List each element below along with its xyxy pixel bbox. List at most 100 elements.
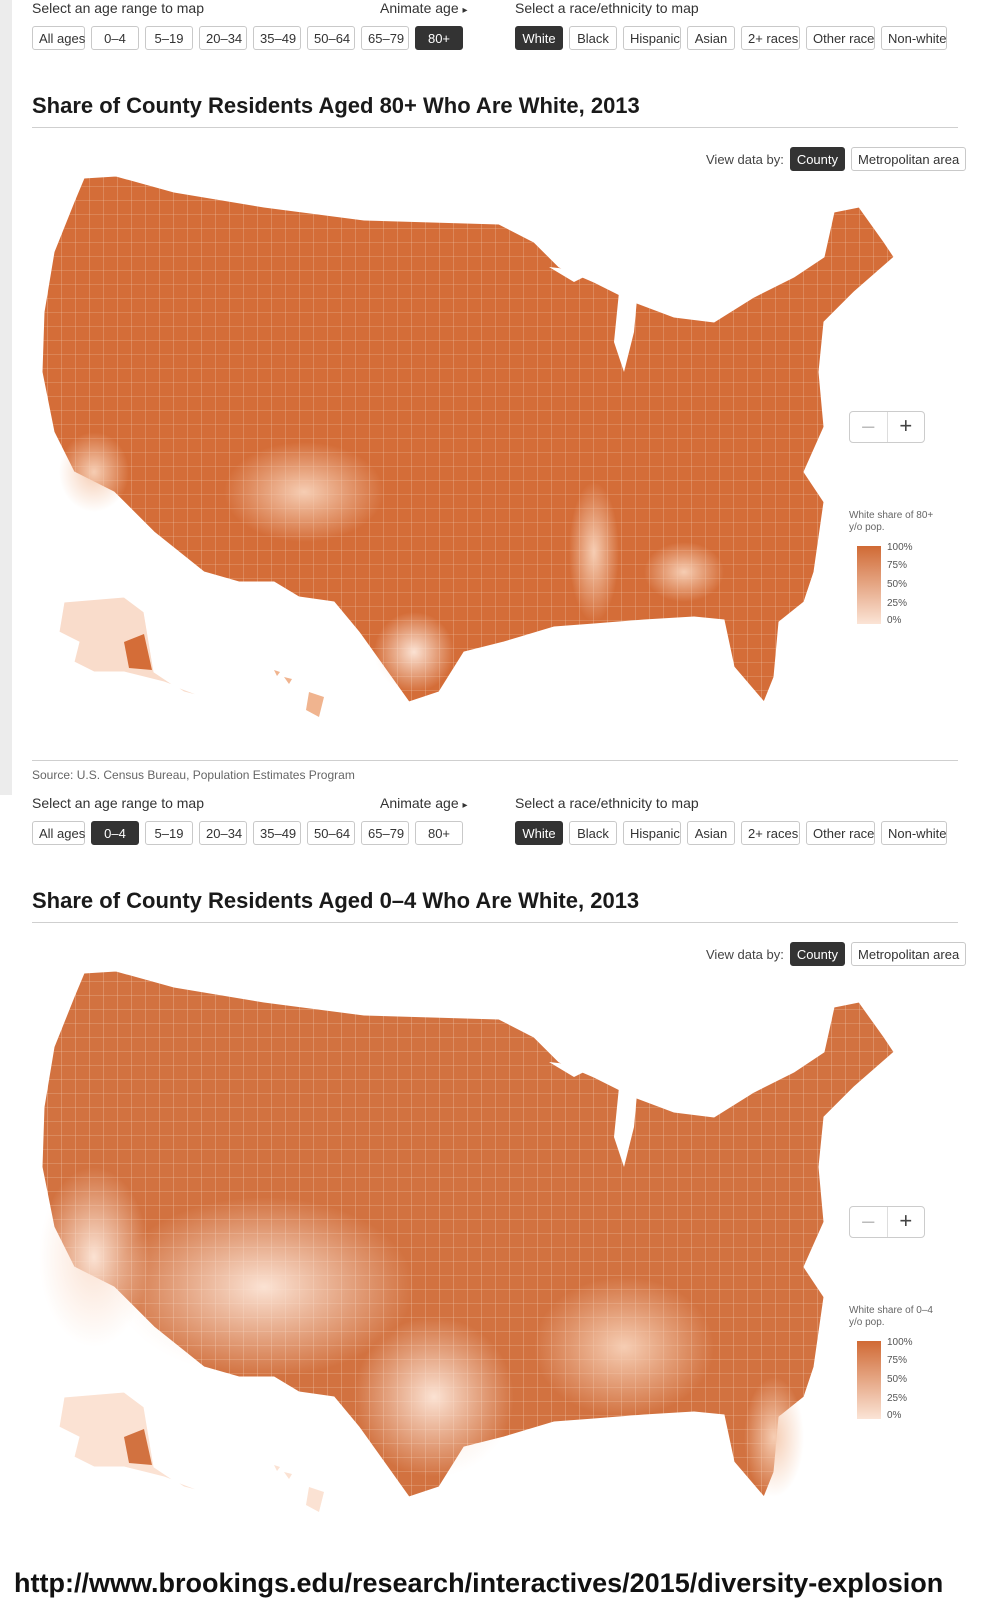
play-arrow-icon: ▸ — [462, 800, 468, 811]
page-left-gutter — [0, 0, 12, 795]
legend-tick-75: 75% — [887, 1355, 908, 1366]
zoom-in-button[interactable]: + — [899, 413, 913, 438]
age-button-5-19[interactable]: 5–19 — [145, 26, 193, 50]
age-button-35-49[interactable]: 35–49 — [253, 821, 301, 845]
animate-age-control[interactable]: Animate age ▸ — [380, 795, 468, 811]
legend-tick-50: 50% — [887, 1374, 908, 1385]
race-button-white[interactable]: White — [515, 26, 563, 50]
zoom-out-button[interactable]: – — [850, 1207, 888, 1237]
us-county-choropleth-map[interactable] — [34, 967, 914, 1517]
alaska[interactable] — [58, 1391, 205, 1493]
race-button-black[interactable]: Black — [569, 821, 617, 845]
hawaii[interactable] — [274, 1465, 324, 1512]
age-button-35-49[interactable]: 35–49 — [253, 26, 301, 50]
race-button-white[interactable]: White — [515, 821, 563, 845]
age-button-0-4[interactable]: 0–4 — [91, 821, 139, 845]
race-button-multiracial[interactable]: 2+ races — [741, 26, 800, 50]
south-texas-light-region — [374, 612, 454, 692]
zoom-control: – + — [849, 411, 925, 443]
color-legend: White share of 0–4 y/o pop. 100% 75% 50%… — [849, 1305, 949, 1425]
legend-gradient — [857, 1341, 881, 1419]
age-button-80plus[interactable]: 80+ — [415, 26, 463, 50]
zoom-out-button[interactable]: – — [850, 412, 888, 442]
age-button-all[interactable]: All ages — [32, 821, 85, 845]
color-legend: White share of 80+ y/o pop. 100% 75% 50%… — [849, 510, 949, 630]
map-panel-0-4: Select an age range to map Animate age ▸… — [0, 795, 982, 1545]
great-lakes — [549, 267, 639, 372]
georgia-light-region — [644, 542, 724, 602]
race-button-other[interactable]: Other race — [806, 26, 875, 50]
race-button-black[interactable]: Black — [569, 26, 617, 50]
florida-light-region — [744, 1377, 804, 1497]
source-note: Source: U.S. Census Bureau, Population E… — [32, 768, 355, 782]
hawaii[interactable] — [274, 670, 324, 717]
animate-age-label: Animate age — [380, 795, 459, 811]
texas-light-region — [354, 1317, 514, 1477]
hawaii-shape[interactable] — [274, 1465, 324, 1512]
animate-age-control[interactable]: Animate age ▸ — [380, 0, 468, 16]
view-by-control: View data by: County Metropolitan area — [706, 147, 967, 171]
great-lakes — [549, 1062, 639, 1167]
race-label: Select a race/ethnicity to map — [515, 0, 699, 16]
race-button-hispanic[interactable]: Hispanic — [623, 26, 681, 50]
delta-light-region — [569, 482, 619, 622]
legend-title: White share of 0–4 y/o pop. — [849, 1305, 933, 1328]
race-button-nonwhite[interactable]: Non-white — [881, 26, 947, 50]
race-label: Select a race/ethnicity to map — [515, 795, 699, 811]
contiguous-us[interactable] — [39, 970, 895, 1498]
title-divider — [32, 127, 958, 128]
alaska[interactable] — [58, 596, 205, 698]
age-button-5-19[interactable]: 5–19 — [145, 821, 193, 845]
legend-tick-50: 50% — [887, 579, 908, 590]
source-url-caption[interactable]: http://www.brookings.edu/research/intera… — [14, 1568, 944, 1598]
view-metro-button[interactable]: Metropolitan area — [851, 942, 967, 966]
panel-bottom-divider — [32, 760, 958, 761]
deep-south-light-region — [534, 1277, 714, 1417]
age-range-label: Select an age range to map — [32, 795, 205, 811]
race-button-nonwhite[interactable]: Non-white — [881, 821, 947, 845]
age-button-group: All ages 0–4 5–19 20–34 35–49 50–64 65–7… — [32, 821, 463, 845]
animate-age-label: Animate age — [380, 0, 459, 16]
view-county-button[interactable]: County — [789, 147, 846, 171]
legend-tick-25: 25% — [887, 598, 908, 609]
legend-tick-0: 0% — [887, 1410, 902, 1421]
lower48-shape[interactable] — [41, 175, 895, 703]
southwest-light-region — [114, 1197, 414, 1377]
age-button-0-4[interactable]: 0–4 — [91, 26, 139, 50]
view-by-label: View data by: — [706, 946, 784, 962]
view-county-button[interactable]: County — [789, 942, 846, 966]
age-button-50-64[interactable]: 50–64 — [307, 821, 355, 845]
age-button-20-34[interactable]: 20–34 — [199, 821, 247, 845]
age-button-80plus[interactable]: 80+ — [415, 821, 463, 845]
map-title: Share of County Residents Aged 0–4 Who A… — [32, 888, 640, 913]
age-range-label: Select an age range to map — [32, 0, 205, 16]
race-button-asian[interactable]: Asian — [687, 26, 735, 50]
age-button-50-64[interactable]: 50–64 — [307, 26, 355, 50]
play-arrow-icon: ▸ — [462, 5, 468, 16]
contiguous-us[interactable] — [41, 175, 895, 703]
race-button-asian[interactable]: Asian — [687, 821, 735, 845]
view-by-control: View data by: County Metropolitan area — [706, 942, 967, 966]
age-button-65-79[interactable]: 65–79 — [361, 821, 409, 845]
legend-tick-100: 100% — [887, 1337, 913, 1348]
age-button-65-79[interactable]: 65–79 — [361, 26, 409, 50]
age-button-group: All ages 0–4 5–19 20–34 35–49 50–64 65–7… — [32, 26, 463, 50]
legend-title: White share of 80+ y/o pop. — [849, 510, 934, 533]
alaska-dark-borough — [124, 1429, 152, 1465]
legend-tick-100: 100% — [887, 542, 913, 553]
age-button-20-34[interactable]: 20–34 — [199, 26, 247, 50]
alaska-dark-borough — [124, 634, 152, 670]
race-button-group: White Black Hispanic Asian 2+ races Othe… — [515, 821, 947, 845]
legend-tick-75: 75% — [887, 560, 908, 571]
view-by-label: View data by: — [706, 151, 784, 167]
legend-tick-25: 25% — [887, 1393, 908, 1404]
us-county-choropleth-map[interactable] — [34, 172, 914, 722]
race-button-hispanic[interactable]: Hispanic — [623, 821, 681, 845]
age-button-all[interactable]: All ages — [32, 26, 85, 50]
race-button-other[interactable]: Other race — [806, 821, 875, 845]
hawaii-shape[interactable] — [274, 670, 324, 717]
zoom-in-button[interactable]: + — [899, 1208, 913, 1233]
race-button-multiracial[interactable]: 2+ races — [741, 821, 800, 845]
legend-tick-0: 0% — [887, 615, 902, 626]
view-metro-button[interactable]: Metropolitan area — [851, 147, 967, 171]
